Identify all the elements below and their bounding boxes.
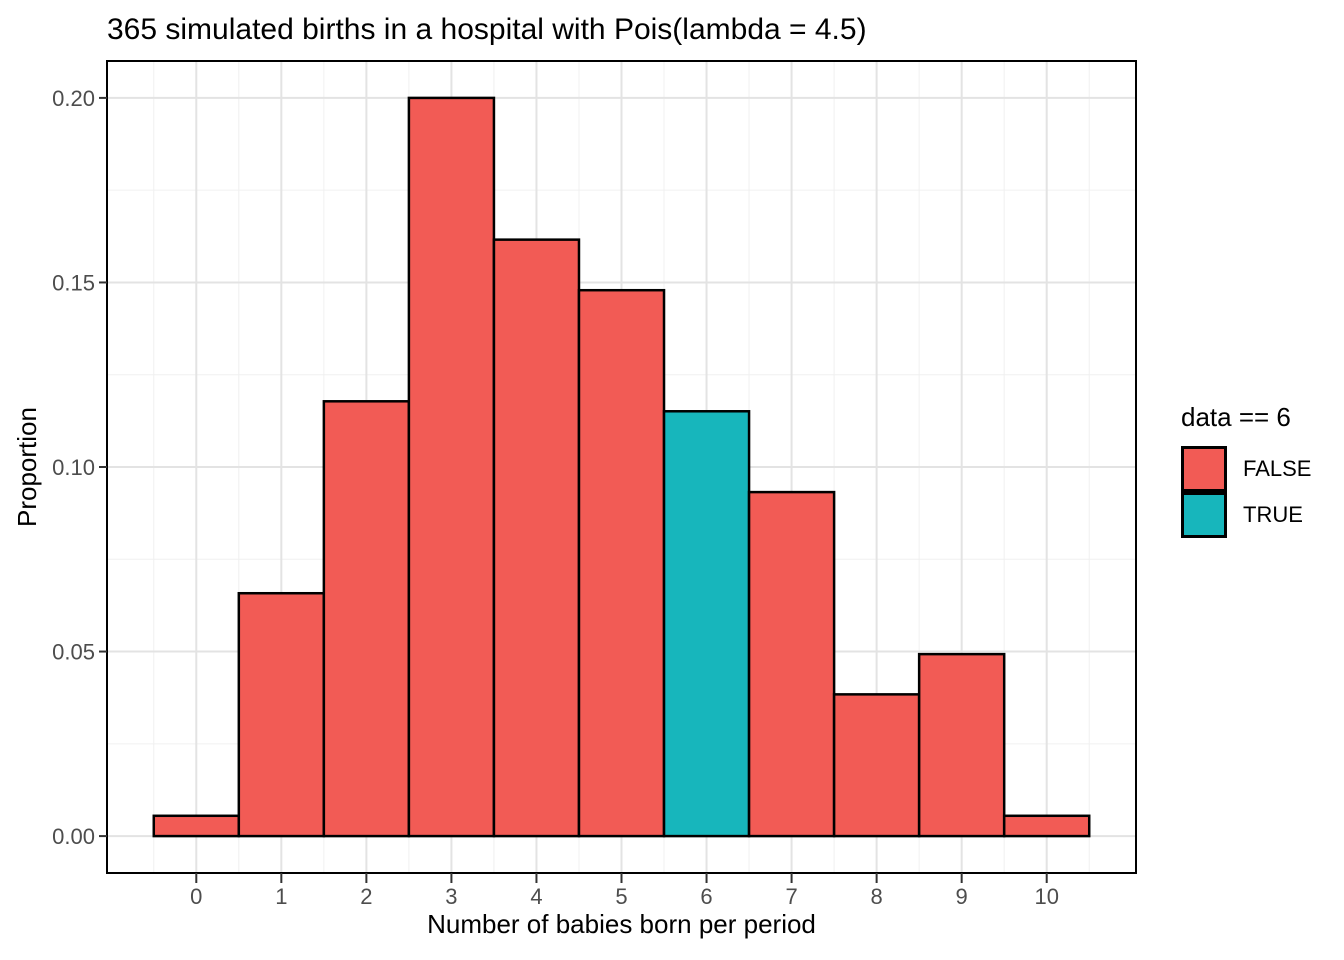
y-axis-title: Proportion xyxy=(12,407,42,527)
y-tick-label: 0.05 xyxy=(52,640,95,665)
y-tick-label: 0.15 xyxy=(52,270,95,295)
legend-entry-true: TRUE xyxy=(1181,492,1311,538)
bar-3 xyxy=(407,96,496,838)
chart-generated-layer: 0.00 0.05 0.10 0.15 0.20 0 1 2 3 4 5 6 7 8 9 10 xyxy=(52,60,1137,909)
x-tick-label: 5 xyxy=(615,884,627,909)
legend-keys: FALSE TRUE xyxy=(1181,446,1311,538)
x-tick-label: 9 xyxy=(956,884,968,909)
x-tick-label: 2 xyxy=(360,884,372,909)
y-tick-label: 0.10 xyxy=(52,455,95,480)
x-tick-label: 6 xyxy=(700,884,712,909)
legend-entry-false: FALSE xyxy=(1181,446,1311,492)
x-axis-title: Number of babies born per period xyxy=(427,909,816,939)
x-tick-label: 4 xyxy=(530,884,542,909)
y-tick-label: 0.00 xyxy=(52,824,95,849)
bar-1 xyxy=(237,591,326,838)
chart-title: 365 simulated births in a hospital with … xyxy=(107,13,867,46)
bar-0 xyxy=(152,814,241,838)
legend-title: data == 6 xyxy=(1181,402,1291,432)
x-tick-label: 1 xyxy=(275,884,287,909)
legend-label: FALSE xyxy=(1243,456,1312,481)
bar-4 xyxy=(492,238,581,838)
bar-7 xyxy=(747,490,836,838)
bar-5 xyxy=(577,288,666,838)
bar-10 xyxy=(1002,814,1091,838)
x-tick-label: 8 xyxy=(870,884,882,909)
y-tick-label: 0.20 xyxy=(52,86,95,111)
x-tick-label: 10 xyxy=(1034,884,1058,909)
legend-swatch-true xyxy=(1181,492,1227,538)
bar-2 xyxy=(322,400,411,838)
bar-6 xyxy=(662,410,751,838)
legend-label: TRUE xyxy=(1243,502,1303,527)
x-tick-label: 3 xyxy=(445,884,457,909)
x-tick-label: 0 xyxy=(190,884,202,909)
bar-9 xyxy=(917,652,1006,838)
legend-swatch-false xyxy=(1181,446,1227,492)
legend: data == 6 FALSE TRUE xyxy=(1181,402,1311,538)
x-tick-label: 7 xyxy=(785,884,797,909)
bar-8 xyxy=(832,693,921,838)
